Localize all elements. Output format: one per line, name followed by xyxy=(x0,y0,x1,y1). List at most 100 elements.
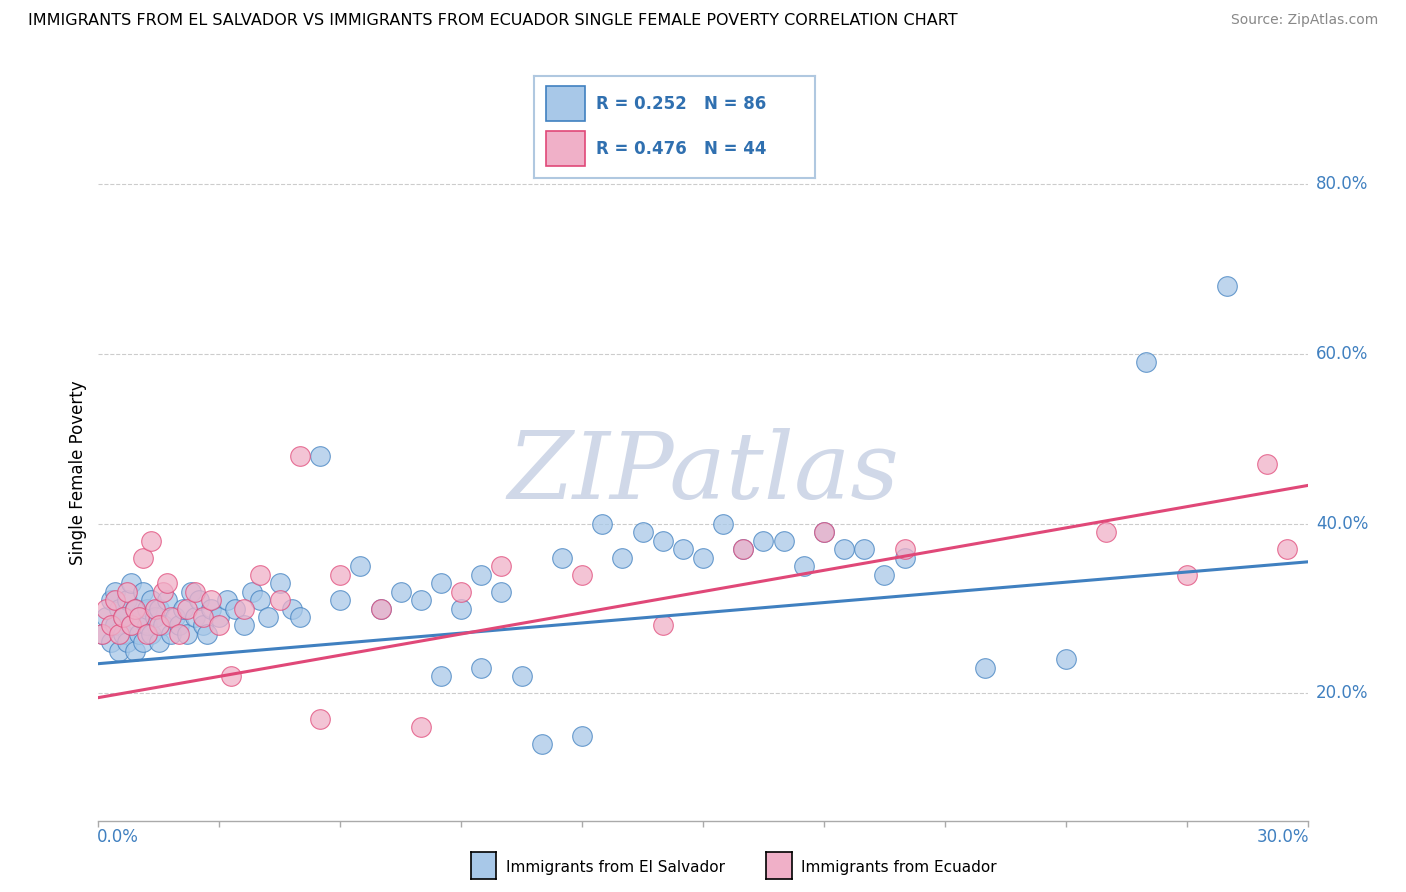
Text: 60.0%: 60.0% xyxy=(1316,345,1368,363)
Text: 0.0%: 0.0% xyxy=(97,828,139,846)
Point xyxy=(143,610,166,624)
Point xyxy=(232,601,254,615)
Point xyxy=(692,550,714,565)
Point xyxy=(329,567,352,582)
Point xyxy=(269,593,291,607)
Y-axis label: Single Female Poverty: Single Female Poverty xyxy=(69,381,87,565)
Point xyxy=(672,542,695,557)
Text: R = 0.252   N = 86: R = 0.252 N = 86 xyxy=(596,95,766,112)
Point xyxy=(156,576,179,591)
Point xyxy=(551,550,574,565)
Point xyxy=(853,542,876,557)
Point xyxy=(100,635,122,649)
Point xyxy=(167,627,190,641)
Point xyxy=(188,593,211,607)
Point xyxy=(111,610,134,624)
Point xyxy=(232,618,254,632)
Point xyxy=(893,550,915,565)
Point xyxy=(200,601,222,615)
Point xyxy=(148,601,170,615)
Point xyxy=(631,525,654,540)
Point xyxy=(163,610,186,624)
Point xyxy=(124,601,146,615)
Point xyxy=(389,584,412,599)
Point xyxy=(281,601,304,615)
Point xyxy=(124,644,146,658)
Point xyxy=(240,584,263,599)
Point xyxy=(224,601,246,615)
Point xyxy=(193,618,215,632)
Point xyxy=(120,618,142,632)
Point xyxy=(491,559,513,574)
Point xyxy=(111,610,134,624)
Point xyxy=(269,576,291,591)
Text: Source: ZipAtlas.com: Source: ZipAtlas.com xyxy=(1230,13,1378,28)
Point xyxy=(249,593,271,607)
Point xyxy=(591,516,613,531)
Point xyxy=(124,601,146,615)
Point xyxy=(100,593,122,607)
Point xyxy=(135,627,157,641)
Point xyxy=(128,610,150,624)
Point xyxy=(1256,457,1278,471)
Point xyxy=(772,533,794,548)
Point xyxy=(139,627,162,641)
Point xyxy=(135,601,157,615)
Point xyxy=(184,610,207,624)
Point xyxy=(96,610,118,624)
Point xyxy=(156,593,179,607)
Point xyxy=(893,542,915,557)
Point xyxy=(409,593,432,607)
Point xyxy=(793,559,815,574)
Point xyxy=(103,593,125,607)
Point xyxy=(974,661,997,675)
Point xyxy=(176,601,198,615)
Text: IMMIGRANTS FROM EL SALVADOR VS IMMIGRANTS FROM ECUADOR SINGLE FEMALE POVERTY COR: IMMIGRANTS FROM EL SALVADOR VS IMMIGRANT… xyxy=(28,13,957,29)
Point xyxy=(1135,355,1157,369)
Point xyxy=(1054,652,1077,666)
Point xyxy=(91,627,114,641)
Point xyxy=(221,669,243,683)
Point xyxy=(160,627,183,641)
Text: R = 0.476   N = 44: R = 0.476 N = 44 xyxy=(596,140,766,158)
Point xyxy=(111,627,134,641)
Point xyxy=(103,584,125,599)
Point xyxy=(96,601,118,615)
Point xyxy=(120,618,142,632)
Point xyxy=(813,525,835,540)
Point xyxy=(107,601,129,615)
Point xyxy=(193,610,215,624)
Point xyxy=(208,618,231,632)
Point xyxy=(107,627,129,641)
Point xyxy=(813,525,835,540)
Point xyxy=(430,669,453,683)
Point xyxy=(651,618,673,632)
Text: Immigrants from El Salvador: Immigrants from El Salvador xyxy=(506,860,725,874)
Text: 20.0%: 20.0% xyxy=(1316,684,1368,702)
Point xyxy=(349,559,371,574)
Point xyxy=(91,627,114,641)
Point xyxy=(288,449,311,463)
Point xyxy=(180,584,202,599)
Point xyxy=(309,712,332,726)
Point xyxy=(256,610,278,624)
Point xyxy=(103,618,125,632)
Text: 80.0%: 80.0% xyxy=(1316,175,1368,194)
Point xyxy=(249,567,271,582)
Point xyxy=(491,584,513,599)
Point xyxy=(612,550,634,565)
Point xyxy=(530,737,553,751)
Point xyxy=(195,627,218,641)
Point xyxy=(832,542,855,557)
Point xyxy=(470,567,492,582)
Point xyxy=(370,601,392,615)
Point xyxy=(167,618,190,632)
Point xyxy=(120,576,142,591)
Point xyxy=(571,729,593,743)
Point xyxy=(100,618,122,632)
Point xyxy=(370,601,392,615)
Text: ZIPatlas: ZIPatlas xyxy=(508,428,898,517)
Point xyxy=(128,610,150,624)
Point xyxy=(132,635,155,649)
Text: Immigrants from Ecuador: Immigrants from Ecuador xyxy=(801,860,997,874)
